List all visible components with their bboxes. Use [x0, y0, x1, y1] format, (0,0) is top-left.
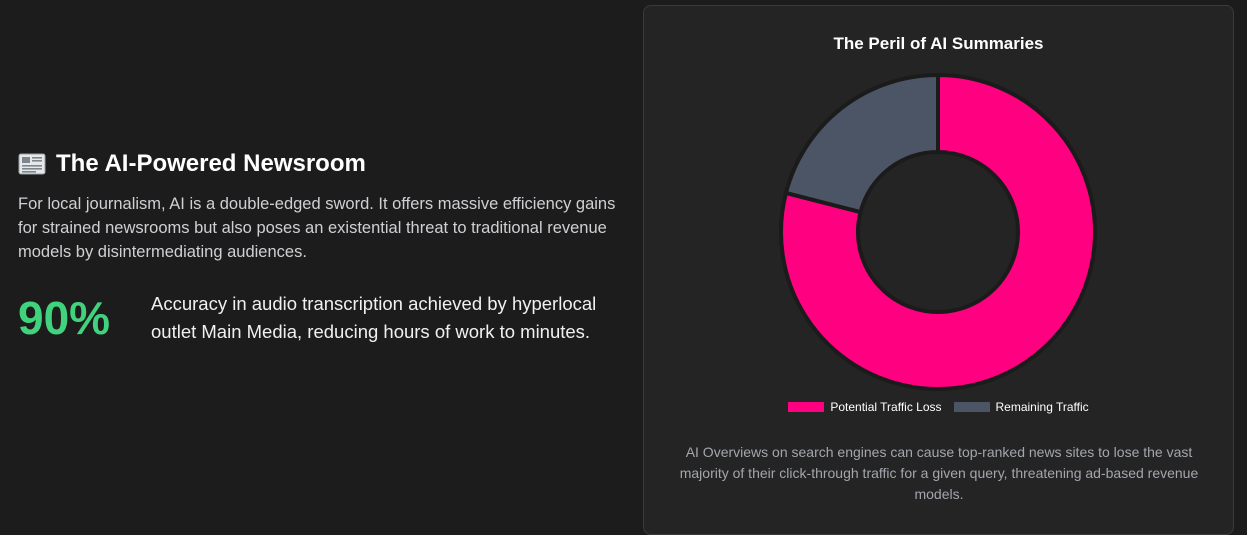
chart-caption: AI Overviews on search engines can cause…: [679, 444, 1199, 502]
intro-section: The AI-Powered Newsroom For local journa…: [18, 150, 618, 346]
section-heading: The AI-Powered Newsroom: [18, 150, 618, 178]
legend-label-traffic-loss: Potential Traffic Loss: [830, 400, 942, 414]
stat-description: Accuracy in audio transcription achieved…: [151, 293, 597, 342]
intro-paragraph: For local journalism, AI is a double-edg…: [18, 195, 616, 261]
newspaper-icon: [18, 153, 46, 175]
donut-slice-remaining-traffic[interactable]: [783, 72, 940, 215]
legend-item-traffic-loss[interactable]: Potential Traffic Loss: [788, 400, 942, 414]
chart-card: The Peril of AI Summaries Potential Traf…: [643, 5, 1234, 535]
chart-legend: Potential Traffic Loss Remaining Traffic: [644, 400, 1233, 414]
legend-label-remaining-traffic: Remaining Traffic: [995, 400, 1089, 414]
stat-row: 90% Accuracy in audio transcription achi…: [18, 290, 618, 346]
legend-swatch-remaining-traffic: [953, 402, 990, 412]
stat-value: 90%: [18, 292, 111, 344]
section-title: The AI-Powered Newsroom: [56, 150, 366, 177]
donut-slice-traffic-loss[interactable]: [779, 72, 1097, 391]
legend-swatch-traffic-loss: [788, 402, 825, 412]
donut-chart: [779, 72, 1097, 391]
chart-title: The Peril of AI Summaries: [833, 34, 1044, 53]
legend-item-remaining-traffic[interactable]: Remaining Traffic: [953, 400, 1089, 414]
